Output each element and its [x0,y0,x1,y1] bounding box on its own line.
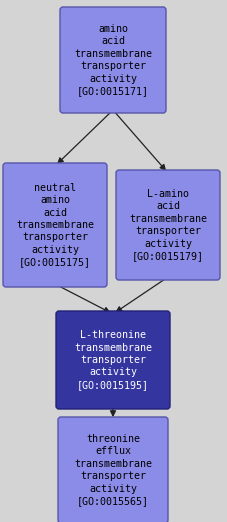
Text: threonine
efflux
transmembrane
transporter
activity
[GO:0015565]: threonine efflux transmembrane transport… [74,434,152,506]
FancyBboxPatch shape [60,7,166,113]
FancyBboxPatch shape [3,163,107,287]
FancyBboxPatch shape [58,417,168,522]
FancyBboxPatch shape [56,311,170,409]
Text: amino
acid
transmembrane
transporter
activity
[GO:0015171]: amino acid transmembrane transporter act… [74,24,152,96]
Text: L-amino
acid
transmembrane
transporter
activity
[GO:0015179]: L-amino acid transmembrane transporter a… [129,189,207,261]
Text: neutral
amino
acid
transmembrane
transporter
activity
[GO:0015175]: neutral amino acid transmembrane transpo… [16,183,94,267]
FancyBboxPatch shape [116,170,220,280]
Text: L-threonine
transmembrane
transporter
activity
[GO:0015195]: L-threonine transmembrane transporter ac… [74,330,152,390]
